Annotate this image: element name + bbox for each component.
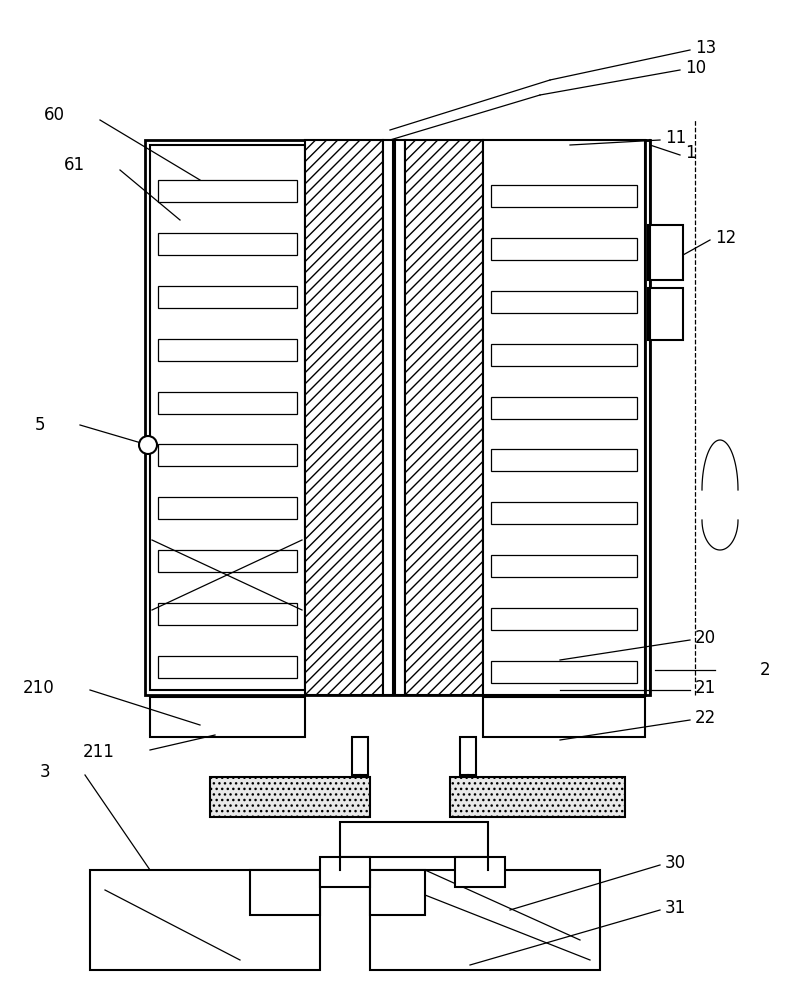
Bar	[158, 233, 297, 255]
Bar	[352, 737, 368, 775]
Bar	[150, 145, 305, 690]
Bar	[648, 225, 683, 280]
Text: 60: 60	[44, 106, 65, 124]
Bar	[491, 185, 637, 207]
Bar	[158, 497, 297, 519]
Text: 30: 30	[665, 854, 686, 872]
Bar	[320, 857, 370, 887]
Bar	[150, 697, 305, 737]
Text: 61: 61	[64, 156, 85, 174]
Text: 10: 10	[685, 59, 706, 77]
Text: 210: 210	[24, 679, 55, 697]
Text: 13: 13	[695, 39, 716, 57]
Text: 20: 20	[695, 629, 716, 647]
Bar	[158, 550, 297, 572]
Text: 12: 12	[715, 229, 737, 247]
Bar	[370, 870, 425, 915]
Bar	[158, 444, 297, 466]
Bar	[491, 608, 637, 630]
Bar	[158, 656, 297, 678]
Text: 11: 11	[665, 129, 686, 147]
Text: 22: 22	[695, 709, 716, 727]
Bar	[483, 140, 645, 695]
Text: 5: 5	[35, 416, 45, 434]
Bar	[450, 777, 625, 817]
Text: 1: 1	[685, 144, 696, 162]
Bar	[491, 555, 637, 577]
Bar	[395, 140, 405, 695]
Bar	[370, 870, 600, 970]
Bar	[491, 344, 637, 366]
Bar	[158, 391, 297, 414]
Bar	[491, 449, 637, 471]
Text: 211: 211	[83, 743, 115, 761]
Circle shape	[139, 436, 157, 454]
Bar	[491, 502, 637, 524]
Bar	[250, 870, 320, 915]
Text: 2: 2	[760, 661, 770, 679]
Bar	[90, 870, 320, 970]
Bar	[405, 140, 483, 695]
Bar	[383, 140, 393, 695]
Bar	[491, 238, 637, 260]
Bar	[491, 396, 637, 418]
Bar	[210, 777, 370, 817]
Bar	[340, 822, 488, 857]
Bar	[491, 291, 637, 313]
Bar	[158, 180, 297, 202]
Bar	[305, 140, 383, 695]
Bar	[145, 140, 650, 695]
Bar	[455, 857, 505, 887]
Bar	[460, 737, 476, 775]
Bar	[158, 603, 297, 625]
Bar	[158, 339, 297, 361]
Bar	[158, 286, 297, 308]
Text: 31: 31	[665, 899, 686, 917]
Text: 21: 21	[695, 679, 716, 697]
Text: 3: 3	[39, 763, 50, 781]
Bar	[483, 697, 645, 737]
Bar	[648, 288, 683, 340]
Bar	[491, 661, 637, 683]
